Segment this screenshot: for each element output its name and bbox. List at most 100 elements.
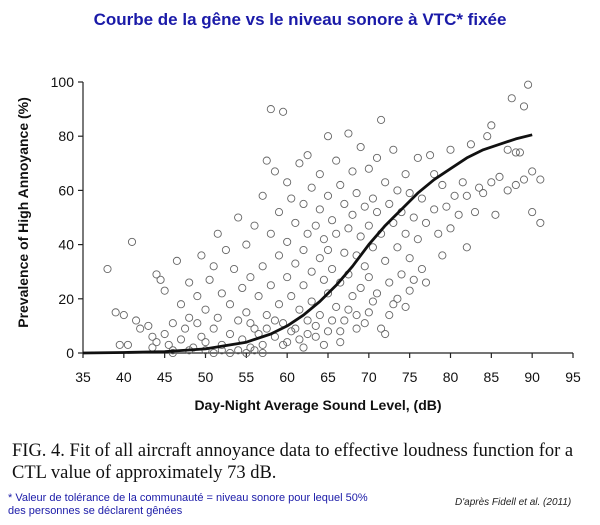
data-point — [389, 300, 398, 309]
data-point — [246, 319, 255, 328]
data-point — [209, 324, 218, 333]
data-point — [332, 156, 341, 165]
data-point — [524, 80, 533, 89]
data-point — [421, 278, 431, 287]
data-point — [364, 308, 373, 317]
data-point — [283, 178, 292, 187]
data-point — [266, 281, 275, 290]
data-point — [364, 221, 373, 230]
data-point — [401, 170, 410, 179]
data-point — [291, 324, 300, 333]
fit-curve — [82, 133, 533, 355]
data-point — [409, 275, 418, 284]
data-point — [136, 324, 145, 333]
data-point — [487, 178, 496, 187]
data-point — [262, 311, 271, 320]
data-point — [307, 183, 316, 192]
footnote-line-2: des personnes se déclarent gênées — [8, 505, 183, 517]
page-title: Courbe de la gêne vs le niveau sonore à … — [93, 10, 507, 29]
data-point — [303, 151, 312, 160]
x-tick-label: 65 — [320, 369, 336, 385]
data-point — [328, 316, 337, 325]
data-point — [511, 148, 520, 157]
data-point — [234, 346, 243, 355]
data-point — [446, 224, 455, 233]
data-point — [115, 340, 124, 349]
data-point — [197, 251, 206, 260]
data-point — [421, 218, 431, 227]
data-point — [303, 316, 312, 325]
data-point — [430, 205, 439, 214]
x-tick-label: 80 — [443, 369, 459, 385]
data-point — [491, 210, 500, 219]
data-point — [176, 335, 186, 344]
data-point — [426, 151, 435, 160]
x-tick-label: 95 — [565, 369, 581, 385]
data-point — [295, 335, 304, 344]
data-point — [168, 348, 177, 358]
data-point — [299, 199, 308, 208]
data-point — [417, 194, 426, 203]
data-point — [405, 254, 414, 263]
data-point — [409, 213, 418, 222]
figure-caption: FIG. 4. Fit of all aircraft annoyance da… — [12, 440, 592, 484]
caption-line-2: CTL value of approximately 73 dB. — [12, 463, 277, 483]
data-point — [270, 316, 279, 325]
data-point — [397, 270, 406, 279]
data-point — [372, 208, 382, 217]
data-point — [242, 308, 251, 317]
chart-marks — [82, 80, 545, 358]
data-point — [401, 302, 410, 311]
data-point — [323, 245, 333, 255]
data-point — [348, 210, 357, 219]
y-axis-title: Prevalence of High Annoyance (%) — [15, 97, 31, 328]
data-point — [458, 178, 467, 187]
data-point — [511, 180, 520, 190]
scatter-chart: 0 20 40 60 80 100 35 40 45 50 55 60 65 70 75 80 85 90 95 Da… — [15, 74, 581, 413]
data-point — [315, 311, 324, 320]
data-point — [352, 311, 361, 320]
footnote-line-1: * Valeur de tolérance de la communauté =… — [8, 492, 368, 504]
data-point — [381, 329, 390, 339]
data-point — [323, 191, 333, 200]
data-point — [254, 292, 263, 301]
x-tick-label: 50 — [198, 369, 214, 385]
data-point — [377, 115, 386, 124]
x-tick-label: 75 — [402, 369, 418, 385]
data-point — [328, 264, 337, 274]
data-point — [315, 170, 324, 179]
data-point — [405, 189, 414, 198]
x-tick-label: 40 — [116, 369, 132, 385]
data-point — [209, 348, 218, 358]
data-point — [454, 210, 463, 219]
data-point — [507, 94, 516, 103]
data-point — [225, 348, 235, 358]
data-point — [364, 164, 373, 173]
data-point — [442, 202, 451, 211]
data-point — [385, 199, 394, 208]
data-point — [319, 275, 328, 284]
data-point — [328, 216, 337, 225]
data-point — [340, 199, 349, 208]
data-point — [274, 208, 284, 217]
data-point — [417, 264, 426, 274]
data-point — [144, 321, 153, 330]
data-point — [193, 319, 202, 328]
data-point — [356, 142, 365, 152]
data-point — [213, 313, 222, 322]
data-point — [230, 264, 239, 274]
data-point — [258, 340, 267, 349]
data-point — [283, 237, 292, 246]
data-point — [201, 338, 210, 347]
data-point — [438, 251, 447, 260]
data-point — [274, 300, 284, 309]
data-point — [385, 311, 394, 320]
y-tick-label: 20 — [58, 291, 74, 307]
data-point — [438, 180, 447, 190]
data-point — [172, 256, 181, 265]
data-point — [303, 229, 312, 238]
data-point — [242, 240, 251, 249]
data-point — [160, 329, 169, 339]
data-point — [185, 278, 194, 287]
data-point — [279, 107, 288, 116]
